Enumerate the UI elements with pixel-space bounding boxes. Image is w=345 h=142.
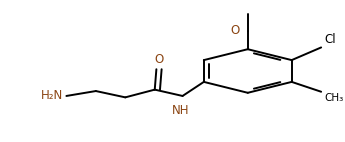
Text: O: O: [230, 24, 239, 37]
Text: O: O: [154, 53, 164, 66]
Text: NH: NH: [172, 104, 190, 117]
Text: H₂N: H₂N: [41, 89, 63, 103]
Text: CH₃: CH₃: [324, 93, 344, 103]
Text: Cl: Cl: [324, 33, 336, 46]
